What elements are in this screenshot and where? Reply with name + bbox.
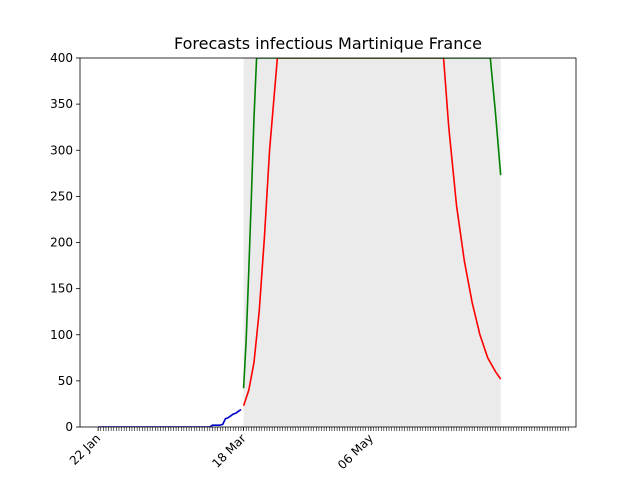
plot-area (98, 58, 502, 427)
y-tick-label: 250 (50, 189, 73, 203)
series-line-observed (98, 408, 242, 427)
forecast-shaded-band (243, 58, 501, 427)
y-tick-label: 350 (50, 97, 73, 111)
y-tick-label: 150 (50, 282, 73, 296)
chart-title: Forecasts infectious Martinique France (174, 34, 482, 53)
y-tick-label: 0 (65, 420, 73, 434)
plot-frame (79, 57, 577, 428)
y-tick-label: 50 (58, 374, 73, 388)
series-line-forecast-central (242, 58, 502, 407)
y-tick-label: 300 (50, 143, 73, 157)
y-tick-label: 400 (50, 51, 73, 65)
series-line-forecast-upper (242, 58, 502, 389)
y-tick-label: 200 (50, 236, 73, 250)
y-tick-label: 100 (50, 328, 73, 342)
